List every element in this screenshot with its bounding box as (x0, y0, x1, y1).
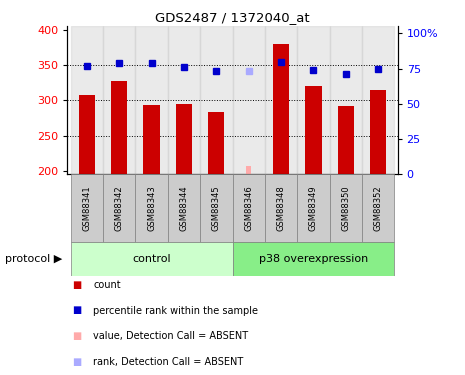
Bar (71, 174, 103, 242)
Bar (103, 26, 135, 174)
Bar (265, 174, 297, 242)
Bar (135, 174, 168, 242)
Text: ■: ■ (72, 331, 81, 341)
Bar (71, 26, 103, 174)
Bar (144, 105, 159, 174)
Text: GSM88349: GSM88349 (309, 185, 318, 231)
Bar (79, 94, 95, 174)
Text: control: control (132, 254, 171, 264)
Bar (176, 104, 192, 174)
Text: p38 overexpression: p38 overexpression (259, 254, 368, 264)
Bar (370, 90, 386, 174)
Bar (265, 26, 297, 174)
Text: GSM88346: GSM88346 (244, 185, 253, 231)
Bar (135, 26, 168, 174)
Bar (103, 174, 135, 242)
Title: GDS2487 / 1372040_at: GDS2487 / 1372040_at (155, 11, 310, 24)
Bar (200, 174, 232, 242)
Bar (232, 174, 265, 242)
Text: percentile rank within the sample: percentile rank within the sample (93, 306, 258, 315)
Bar (246, 166, 251, 174)
Bar (338, 106, 354, 174)
Text: GSM88341: GSM88341 (82, 185, 91, 231)
Bar (330, 26, 362, 174)
Text: GSM88342: GSM88342 (115, 185, 124, 231)
Bar (273, 44, 289, 174)
Bar (297, 26, 330, 174)
Text: GSM88352: GSM88352 (374, 185, 383, 231)
Bar (71, 242, 232, 276)
Bar (200, 26, 232, 174)
Text: ■: ■ (72, 357, 81, 366)
Bar (297, 174, 330, 242)
Text: GSM88345: GSM88345 (212, 185, 221, 231)
Text: ■: ■ (72, 280, 81, 290)
Bar (111, 81, 127, 174)
Bar (168, 174, 200, 242)
Text: GSM88350: GSM88350 (341, 185, 350, 231)
Bar (168, 26, 200, 174)
Text: value, Detection Call = ABSENT: value, Detection Call = ABSENT (93, 331, 248, 341)
Bar (306, 86, 321, 174)
Text: protocol ▶: protocol ▶ (5, 254, 62, 264)
Text: GSM88348: GSM88348 (277, 185, 286, 231)
Text: GSM88344: GSM88344 (179, 185, 188, 231)
Bar (362, 26, 394, 174)
Bar (232, 26, 265, 174)
Bar (232, 242, 394, 276)
Text: GSM88343: GSM88343 (147, 185, 156, 231)
Text: ■: ■ (72, 306, 81, 315)
Bar (208, 112, 225, 174)
Text: count: count (93, 280, 120, 290)
Bar (362, 174, 394, 242)
Text: rank, Detection Call = ABSENT: rank, Detection Call = ABSENT (93, 357, 243, 366)
Bar (330, 174, 362, 242)
